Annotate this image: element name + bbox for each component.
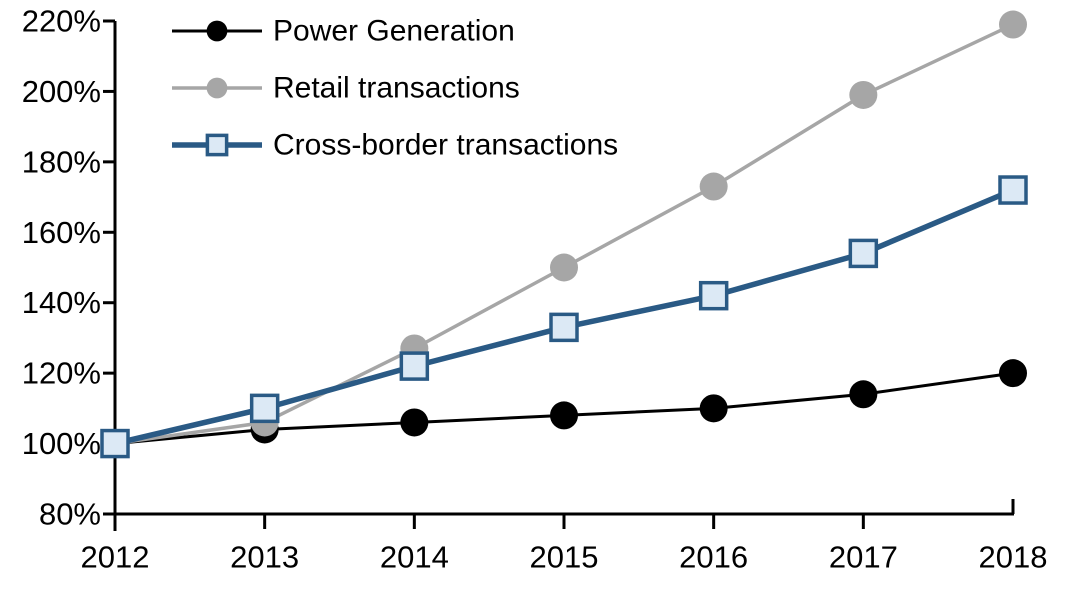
- series-marker-retail-transactions: [999, 10, 1027, 39]
- y-axis-tick-label: 220%: [22, 4, 101, 39]
- x-axis-tick-label: 2017: [829, 540, 898, 575]
- series-marker-power-generation: [699, 394, 728, 423]
- series-marker-cross-border-transactions: [998, 175, 1028, 205]
- series-marker-power-generation: [400, 408, 429, 437]
- series-marker-power-generation: [849, 380, 878, 409]
- series-marker-retail-transactions: [550, 253, 578, 282]
- y-axis-tick-label: 80%: [39, 497, 101, 532]
- y-axis-tick-label: 120%: [22, 356, 101, 391]
- x-axis-tick-label: 2013: [230, 540, 299, 575]
- series-marker-power-generation: [550, 401, 578, 430]
- series-marker-cross-border-transactions: [848, 238, 879, 269]
- legend-label: Retail transactions: [273, 72, 520, 105]
- series-marker-cross-border-transactions: [549, 312, 579, 343]
- series-marker-power-generation: [999, 359, 1027, 388]
- x-axis-tick-label: 2016: [679, 540, 748, 575]
- series-marker-retail-transactions: [699, 172, 728, 201]
- legend-label: Cross-border transactions: [273, 129, 618, 162]
- y-axis-tick-label: 200%: [22, 74, 101, 109]
- legend-swatch-marker: [205, 133, 229, 157]
- x-axis-tick-label: 2015: [530, 540, 599, 575]
- legend-swatch-marker: [206, 77, 228, 99]
- y-axis-tick-label: 180%: [22, 144, 101, 179]
- legend-label: Power Generation: [273, 15, 515, 48]
- y-axis-tick-label: 160%: [22, 215, 101, 250]
- series-marker-cross-border-transactions: [249, 393, 280, 424]
- x-axis-tick-label: 2018: [979, 540, 1048, 575]
- x-axis-tick-label: 2014: [380, 540, 449, 575]
- legend-swatch-marker: [206, 20, 228, 42]
- series-marker-retail-transactions: [849, 80, 878, 109]
- y-axis-tick-label: 140%: [22, 285, 101, 320]
- series-marker-cross-border-transactions: [100, 428, 130, 459]
- series-marker-cross-border-transactions: [399, 351, 430, 381]
- y-axis-tick-label: 100%: [22, 426, 101, 461]
- series-marker-cross-border-transactions: [698, 280, 729, 311]
- x-axis-tick-label: 2012: [81, 540, 150, 575]
